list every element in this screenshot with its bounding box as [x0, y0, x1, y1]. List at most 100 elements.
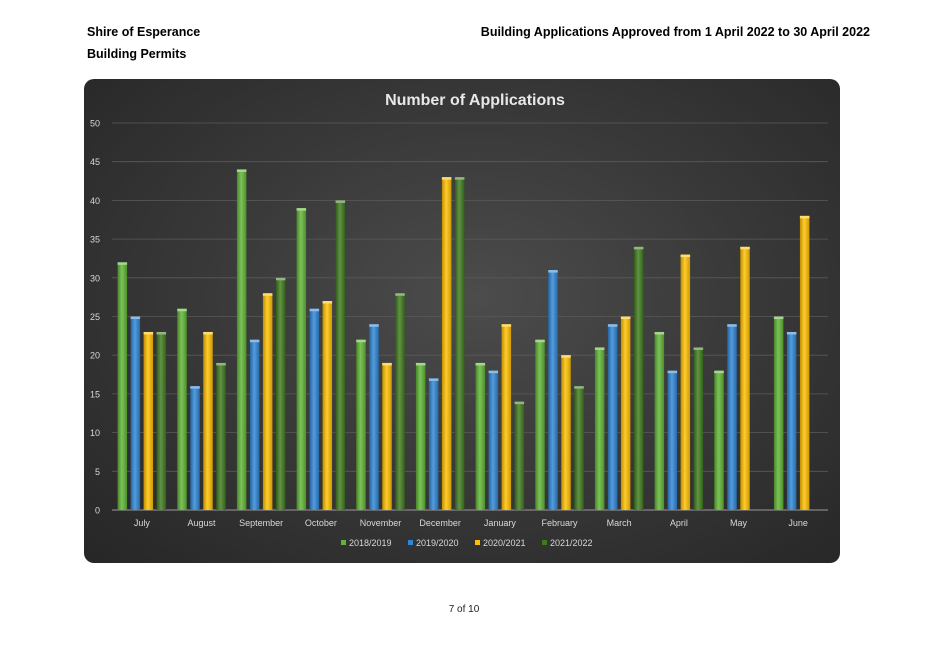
bar	[654, 331, 665, 510]
bar	[607, 324, 618, 510]
x-tick-label: March	[607, 518, 632, 528]
bar	[535, 339, 545, 510]
bar	[382, 362, 392, 510]
bar	[667, 370, 678, 510]
bar-highlight	[680, 254, 691, 258]
bar-highlight	[654, 331, 665, 335]
bar-highlight	[786, 331, 797, 335]
bar	[740, 246, 750, 510]
x-tick-label: December	[419, 518, 461, 528]
legend-label: 2021/2022	[550, 538, 593, 548]
bar-highlight	[454, 177, 465, 180]
bar	[574, 386, 584, 510]
bar-highlight	[607, 324, 618, 327]
bar-highlight	[156, 331, 167, 335]
bar-highlight	[535, 339, 545, 343]
bar	[620, 316, 631, 510]
bar	[296, 208, 307, 510]
legend-swatch	[408, 540, 413, 545]
x-tick-label: July	[134, 518, 151, 528]
bar	[727, 324, 737, 510]
y-tick-label: 30	[90, 273, 100, 283]
x-tick-label: August	[187, 518, 216, 528]
bar-highlight	[335, 200, 346, 203]
bar-highlight	[594, 347, 605, 350]
legend: 2018/2019 2019/2020 2020/2021 2021/2022	[341, 538, 593, 548]
bar-highlight	[203, 331, 213, 335]
bar-highlight	[620, 316, 631, 319]
bar	[454, 177, 465, 510]
bar	[786, 331, 797, 510]
bar-highlight	[322, 301, 333, 304]
bar-highlight	[501, 324, 512, 327]
bar	[594, 347, 605, 510]
bar	[190, 386, 200, 510]
bar	[130, 316, 141, 510]
department-name: Building Permits	[87, 47, 187, 61]
gridlines	[112, 122, 828, 511]
bar	[561, 355, 571, 510]
bar	[693, 347, 704, 510]
bar	[262, 293, 273, 510]
bar	[514, 401, 525, 510]
bar	[369, 324, 379, 510]
bar-highlight	[309, 308, 320, 312]
bar	[177, 308, 187, 510]
y-tick-label: 25	[90, 312, 100, 322]
bar	[156, 331, 167, 510]
y-tick-label: 0	[95, 506, 100, 516]
legend-label: 2019/2020	[416, 538, 459, 548]
legend-label: 2018/2019	[349, 538, 392, 548]
bar-highlight	[514, 401, 525, 405]
bar	[356, 339, 366, 510]
bar-highlight	[799, 215, 810, 219]
bar-highlight	[633, 246, 644, 250]
bars	[117, 169, 810, 510]
bar	[548, 270, 558, 510]
bar-highlight	[395, 293, 405, 296]
bar	[773, 316, 784, 510]
y-tick-label: 10	[90, 428, 100, 438]
bar-highlight	[177, 308, 187, 312]
bar-highlight	[415, 362, 426, 366]
bar-highlight	[548, 270, 558, 273]
bar	[428, 378, 439, 510]
y-tick-label: 45	[90, 157, 100, 167]
bar-highlight	[475, 362, 486, 366]
bar	[275, 277, 286, 510]
bar-highlight	[275, 277, 286, 281]
y-tick-label: 15	[90, 389, 100, 399]
legend-label: 2020/2021	[483, 538, 526, 548]
bar	[236, 169, 247, 510]
bar	[714, 370, 724, 510]
bar	[395, 293, 405, 510]
bar-highlight	[296, 208, 307, 211]
bar	[488, 370, 499, 510]
bar	[501, 324, 512, 510]
bar	[799, 215, 810, 510]
bar	[203, 331, 213, 510]
bar	[441, 177, 452, 510]
bar-highlight	[382, 362, 392, 366]
y-tick-label: 20	[90, 351, 100, 361]
bar-highlight	[693, 347, 704, 350]
bar-highlight	[356, 339, 366, 343]
bar-highlight	[740, 246, 750, 250]
bar-highlight	[262, 293, 273, 296]
bar-highlight	[727, 324, 737, 327]
bar-highlight	[143, 331, 154, 335]
x-axis-ticks: July August September October November Decemb…	[134, 518, 808, 528]
organisation-name: Shire of Esperance	[87, 25, 201, 39]
bar-highlight	[428, 378, 439, 381]
bar-highlight	[117, 262, 128, 265]
x-tick-label: April	[670, 518, 688, 528]
bar	[216, 362, 226, 510]
chart-title: Number of Applications	[385, 92, 565, 109]
x-tick-label: May	[730, 518, 748, 528]
bar-highlight	[441, 177, 452, 180]
bar-highlight	[667, 370, 678, 374]
x-tick-label: February	[541, 518, 578, 528]
page-number: 7 of 10	[448, 604, 480, 615]
bar	[680, 254, 691, 510]
bar-highlight	[561, 355, 571, 358]
